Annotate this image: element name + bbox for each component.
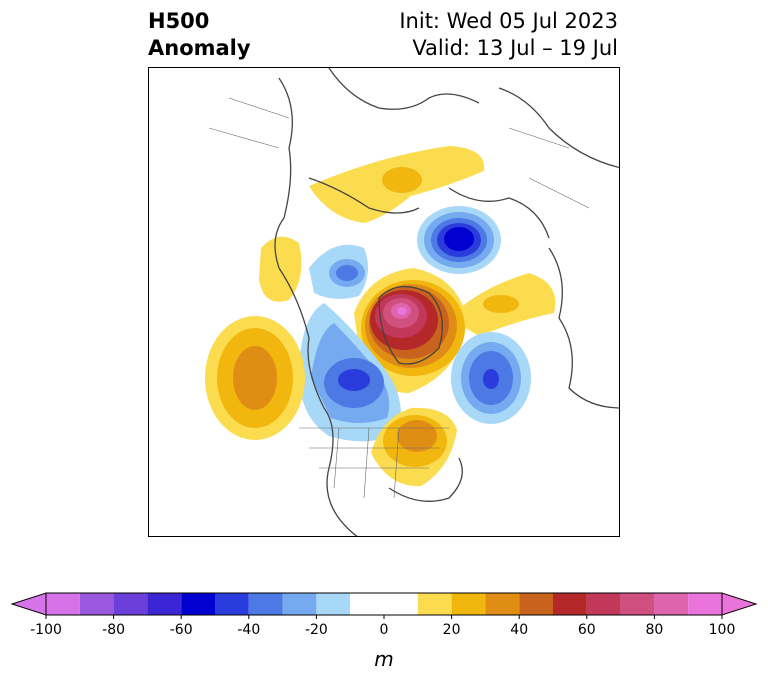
colorbar-tick-label: 100: [709, 622, 736, 638]
colorbar-graphic: -100 -80 -60 -40 -20 0 20 40 60 80 100: [10, 592, 758, 638]
colorbar-bin: [586, 593, 621, 615]
title-field: Anomaly: [148, 36, 251, 60]
colorbar-bin: [316, 593, 351, 615]
valid-period: Valid: 13 Jul – 19 Jul: [412, 36, 618, 60]
colorbar-bin: [519, 593, 553, 615]
colorbar-bin: [248, 593, 283, 615]
colorbar-bin: [654, 593, 689, 615]
colorbar-bin: [485, 593, 520, 615]
colorbar-bin: [620, 593, 655, 615]
init-time: Init: Wed 05 Jul 2023: [399, 9, 618, 33]
colorbar-tick-label: 80: [645, 622, 663, 638]
colorbar-bin: [417, 593, 452, 615]
colorbar-bin: [553, 593, 587, 615]
political-borders: [208, 97, 590, 499]
colorbar-bin: [282, 593, 317, 615]
colorbar-tick-label: -20: [305, 622, 328, 638]
title-variable: H500: [148, 9, 210, 33]
colorbar-tick-label: 40: [510, 622, 528, 638]
colorbar-bin: [181, 593, 215, 615]
colorbar-extend-low: [10, 592, 47, 616]
title-left: H500 Anomaly: [148, 8, 251, 62]
colorbar-tick-label: -100: [30, 622, 62, 638]
colorbar-tick-label: 0: [380, 622, 389, 638]
colorbar-bin: [688, 593, 722, 615]
colorbar-tick-label: 20: [443, 622, 461, 638]
colorbar: -100 -80 -60 -40 -20 0 20 40 60 80 100 m: [0, 585, 768, 684]
coastlines: [274, 68, 619, 536]
colorbar-tick-label: -60: [170, 622, 193, 638]
colorbar-bin: [113, 593, 148, 615]
colorbar-tick-label: -40: [237, 622, 260, 638]
title-right: Init: Wed 05 Jul 2023 Valid: 13 Jul – 19…: [399, 8, 618, 62]
colorbar-extend-high: [721, 592, 758, 616]
colorbar-bin: [215, 593, 249, 615]
colorbar-bin: [147, 593, 182, 615]
colorbar-bin: [79, 593, 114, 615]
colorbar-unit-label: m: [374, 647, 394, 671]
colorbar-bin: [46, 593, 80, 615]
colorbar-bin: [451, 593, 486, 615]
colorbar-tick-label: 60: [578, 622, 596, 638]
colorbar-tick-label: -80: [102, 622, 125, 638]
colorbar-bin: [350, 593, 418, 615]
anomaly-map: [205, 68, 619, 536]
map-panel: [148, 67, 620, 537]
